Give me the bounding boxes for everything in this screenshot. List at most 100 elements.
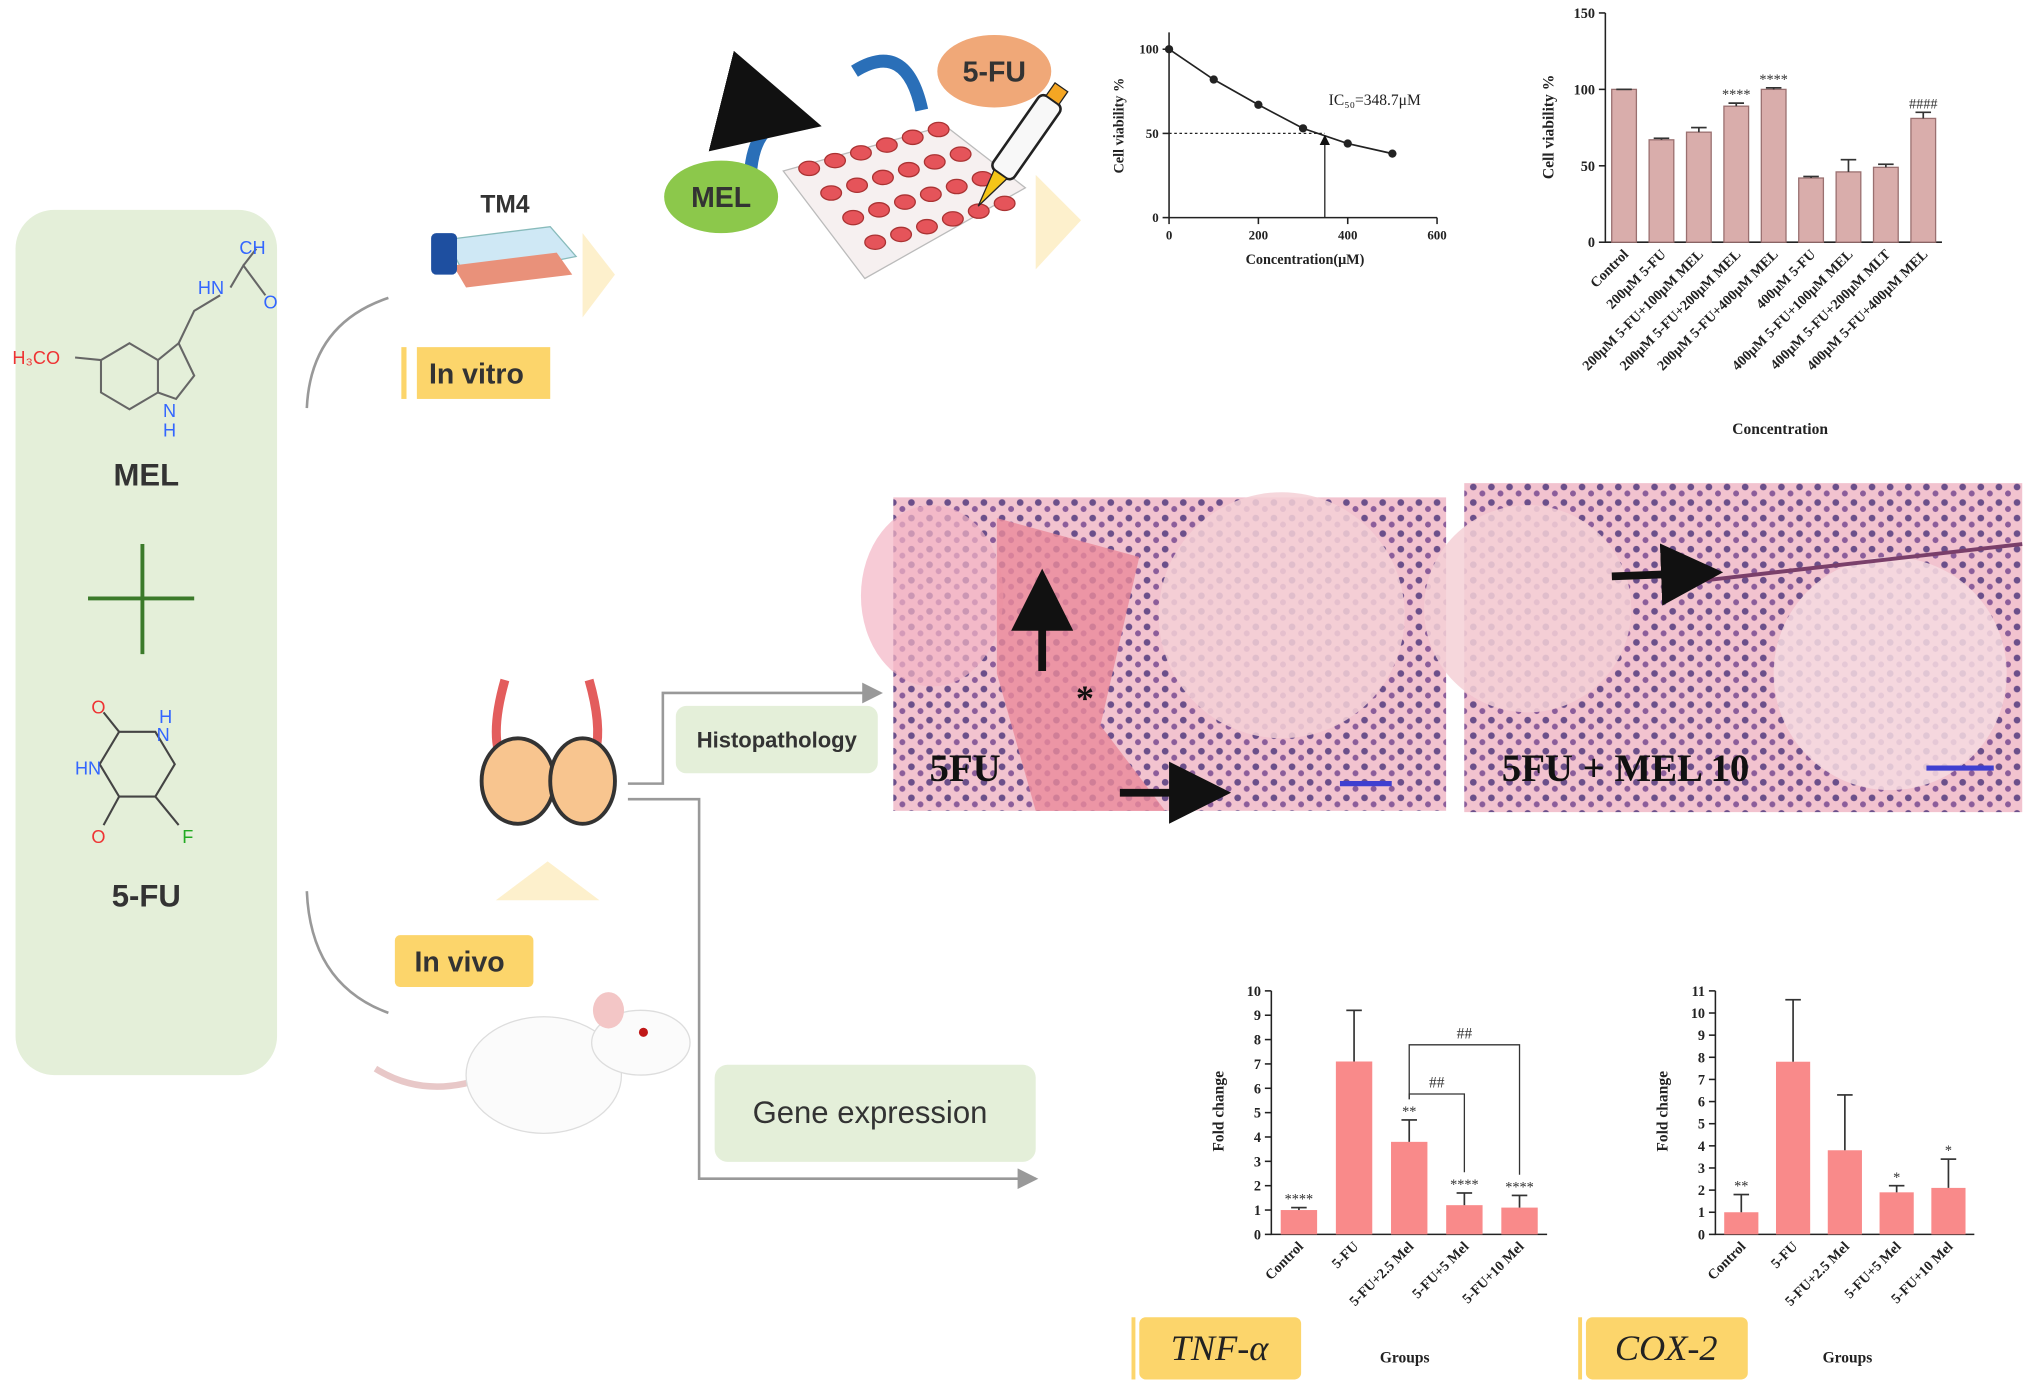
atom-label: HN — [75, 759, 101, 779]
x-axis-label: Concentration(μM) — [1246, 252, 1365, 268]
significance: ** — [1734, 1179, 1748, 1195]
well — [919, 186, 942, 203]
y-tick-label: 1 — [1698, 1205, 1705, 1221]
mouse — [373, 992, 691, 1135]
tubule — [1424, 505, 1632, 713]
significance: * — [1945, 1143, 1952, 1159]
y-tick-label: 7 — [1254, 1057, 1261, 1073]
in-vitro-label: In vitro — [429, 358, 524, 390]
atom-label: N — [163, 401, 176, 421]
pointer — [495, 861, 600, 901]
arc — [305, 891, 389, 1015]
significance: **** — [1285, 1192, 1313, 1208]
wells — [798, 121, 1016, 250]
well — [915, 218, 938, 235]
in-vivo-label: In vivo — [415, 946, 505, 978]
well — [820, 185, 843, 201]
annotation: IC₅₀=348.7μM — [1329, 92, 1421, 109]
drug-label: MEL — [691, 182, 751, 214]
arc — [305, 296, 389, 409]
marker: * — [1076, 678, 1094, 718]
well — [945, 178, 968, 195]
label-box — [416, 347, 551, 399]
bar — [1872, 166, 1899, 243]
pipette-tip — [977, 168, 1008, 207]
tubule — [1773, 556, 2007, 791]
bar — [1879, 1192, 1914, 1235]
point — [1343, 139, 1352, 148]
bar — [1446, 1205, 1483, 1235]
well — [849, 145, 872, 161]
y-axis-label: Cell viability % — [1112, 78, 1128, 174]
bar — [1723, 105, 1750, 243]
atom-label: HN — [198, 278, 224, 298]
bar — [1775, 1061, 1811, 1235]
x-tick-label: 5-FU — [1329, 1239, 1362, 1272]
atom-label: H — [159, 707, 172, 727]
bond — [154, 795, 180, 826]
atom-label: H — [163, 421, 176, 441]
charts: 0 50 100 Concentration(μM) Cell viability % 0… — [1112, 6, 1975, 1380]
well — [864, 234, 887, 250]
well — [897, 161, 920, 178]
y-tick-label: 0 — [1254, 1227, 1261, 1243]
curved-arrow — [851, 54, 929, 112]
point — [1298, 124, 1308, 133]
atom-label: H₃CO — [12, 348, 60, 368]
well — [875, 137, 898, 153]
bracket-label: ## — [1429, 1075, 1445, 1092]
atom-label: O — [264, 292, 278, 312]
y-tick-label: 100 — [1139, 42, 1158, 57]
y-tick-label: 50 — [1581, 159, 1595, 175]
branch-label: Histopathology — [697, 727, 858, 752]
tubule — [860, 505, 1004, 687]
branch-box — [714, 1064, 1036, 1162]
x-axis-label: Groups — [1823, 1350, 1873, 1367]
gene-label: COX-2 — [1615, 1328, 1718, 1368]
significance: #### — [1909, 96, 1937, 112]
stripe — [1131, 1317, 1136, 1380]
bar — [1798, 177, 1825, 243]
well — [949, 146, 972, 162]
fu-structure — [98, 711, 180, 826]
mel-structure — [74, 248, 267, 411]
histology-label: 5FU — [930, 747, 1001, 790]
body — [465, 1016, 623, 1135]
y-tick-label: 3 — [1698, 1161, 1705, 1177]
flask-medium — [453, 252, 573, 288]
point — [1164, 45, 1174, 54]
pipette — [977, 81, 1069, 207]
line — [1168, 48, 1393, 155]
connector — [627, 682, 883, 785]
branch-label: Gene expression — [753, 1095, 988, 1130]
point — [1254, 100, 1263, 109]
connector — [627, 797, 1039, 1190]
atom-label: O — [91, 698, 105, 718]
bar — [1760, 88, 1787, 243]
bond — [102, 711, 120, 733]
y-tick-label: 0 — [1698, 1227, 1705, 1243]
well — [893, 194, 916, 210]
x-axis-label: Concentration — [1732, 421, 1828, 438]
y-tick-label: 5 — [1254, 1106, 1261, 1122]
bar — [1827, 1150, 1862, 1235]
bar — [1648, 139, 1675, 243]
atom-label: O — [91, 827, 105, 847]
y-axis-label: Cell viability % — [1541, 75, 1558, 179]
drug-label: 5-FU — [963, 57, 1026, 89]
well — [798, 160, 821, 177]
bar — [1501, 1207, 1538, 1235]
bracket — [1408, 1044, 1521, 1175]
y-axis-label: Fold change — [1655, 1071, 1672, 1152]
stripe — [401, 347, 407, 399]
compound-panel — [15, 209, 278, 1076]
y-tick-label: 7 — [1698, 1072, 1705, 1088]
significance: ** — [1402, 1104, 1416, 1120]
y-axis-label: Fold change — [1210, 1071, 1227, 1152]
significance: **** — [1759, 72, 1787, 88]
atom-label: CH — [239, 238, 265, 258]
y-tick-label: 3 — [1254, 1154, 1261, 1170]
well — [941, 211, 964, 227]
chain — [177, 294, 221, 344]
